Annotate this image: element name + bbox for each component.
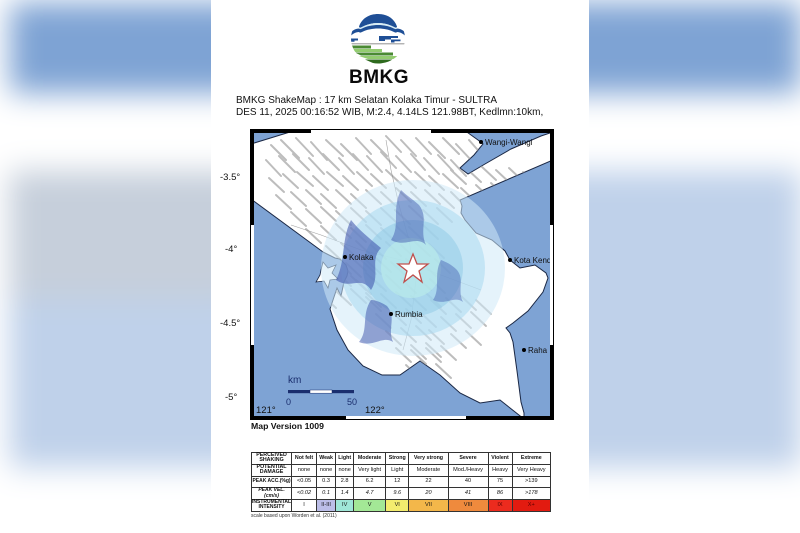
svg-text:Kolaka: Kolaka <box>349 253 374 262</box>
svg-text:Rumbia: Rumbia <box>395 310 423 319</box>
svg-text:0: 0 <box>286 397 291 407</box>
svg-text:km: km <box>288 375 301 386</box>
svg-text:Raha: Raha <box>528 346 548 355</box>
svg-text:50: 50 <box>347 397 357 407</box>
svg-text:Kota Kendari: Kota Kendari <box>514 256 553 265</box>
svg-text:Wangi-Wangi: Wangi-Wangi <box>485 138 533 147</box>
